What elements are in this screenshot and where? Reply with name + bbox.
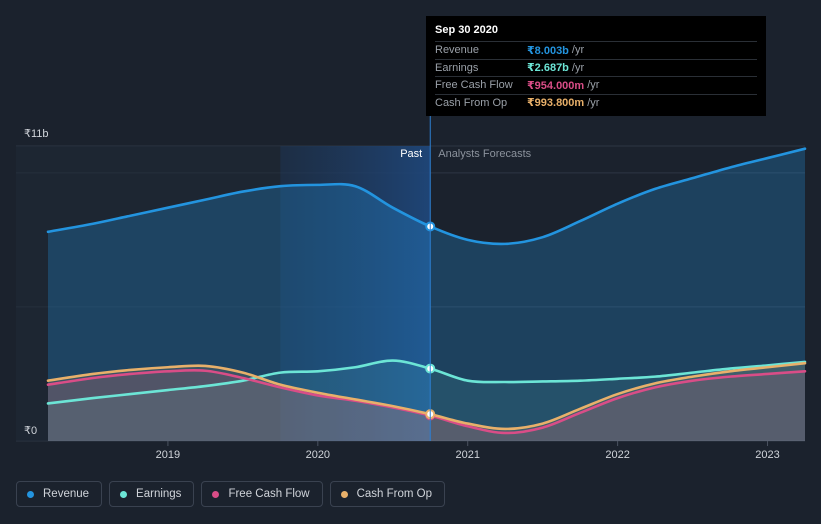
area-earnings <box>48 360 805 441</box>
x-tick-label: 2020 <box>306 449 330 461</box>
legend-item-free-cash-flow[interactable]: Free Cash Flow <box>201 481 323 507</box>
forecast-label: Analysts Forecasts <box>438 148 531 160</box>
legend-label: Earnings <box>136 488 182 500</box>
tooltip-label: Earnings <box>435 61 479 74</box>
legend-dot-icon <box>212 490 220 498</box>
y-axis-bottom-label: ₹0 <box>24 425 37 437</box>
tooltip-value: ₹8.003b <box>527 44 569 57</box>
tooltip-unit: /yr <box>587 79 600 92</box>
legend-dot-icon <box>27 490 34 498</box>
tooltip-unit: /yr <box>571 44 585 57</box>
area-free-cash-flow <box>48 370 805 441</box>
tooltip-row-earnings: Earnings ₹2.687b /yr <box>435 58 757 77</box>
tooltip-row-cash-from-op: Cash From Op ₹993.800m /yr <box>435 93 757 112</box>
y-axis-top-label: ₹11b <box>24 128 49 140</box>
chart-labels: ₹11b ₹0 Past Analysts Forecasts 2019 2020 2021… <box>24 116 780 461</box>
past-label: Past <box>400 148 422 160</box>
tooltip-label: Free Cash Flow <box>435 79 513 92</box>
chart-legend: Revenue Earnings Free Cash Flow Cash Fro… <box>16 481 446 507</box>
x-tick-label: 2019 <box>156 449 180 461</box>
data-tooltip: Sep 30 2020 Revenue ₹8.003b /yr Earnings… <box>426 16 766 116</box>
legend-dot-icon <box>120 490 128 498</box>
area-revenue <box>48 148 805 441</box>
legend-item-earnings[interactable]: Earnings <box>109 481 195 507</box>
tooltip-value: ₹954.000m <box>527 79 585 92</box>
legend-label: Free Cash Flow <box>228 488 310 500</box>
x-tick-label: 2021 <box>455 449 479 461</box>
legend-item-revenue[interactable]: Revenue <box>16 481 103 507</box>
x-tick-label: 2022 <box>605 449 629 461</box>
x-tick-label: 2023 <box>755 449 779 461</box>
tooltip-row-free-cash-flow: Free Cash Flow ₹954.000m /yr <box>435 76 757 94</box>
tooltip-row-revenue: Revenue ₹8.003b /yr <box>435 41 757 59</box>
tooltip-date: Sep 30 2020 <box>435 24 498 36</box>
tooltip-unit: /yr <box>587 96 600 109</box>
tooltip-value: ₹993.800m <box>527 97 585 110</box>
tooltip-value: ₹2.687b <box>527 62 569 75</box>
legend-label: Revenue <box>43 488 90 500</box>
series-areas <box>48 148 805 441</box>
legend-dot-icon <box>340 490 348 498</box>
tooltip-unit: /yr <box>571 61 585 74</box>
legend-item-cash-from-op[interactable]: Cash From Op <box>329 481 446 507</box>
legend-label: Cash From Op <box>356 488 433 500</box>
tooltip-label: Revenue <box>435 44 480 57</box>
tooltip-label: Cash From Op <box>435 96 508 109</box>
